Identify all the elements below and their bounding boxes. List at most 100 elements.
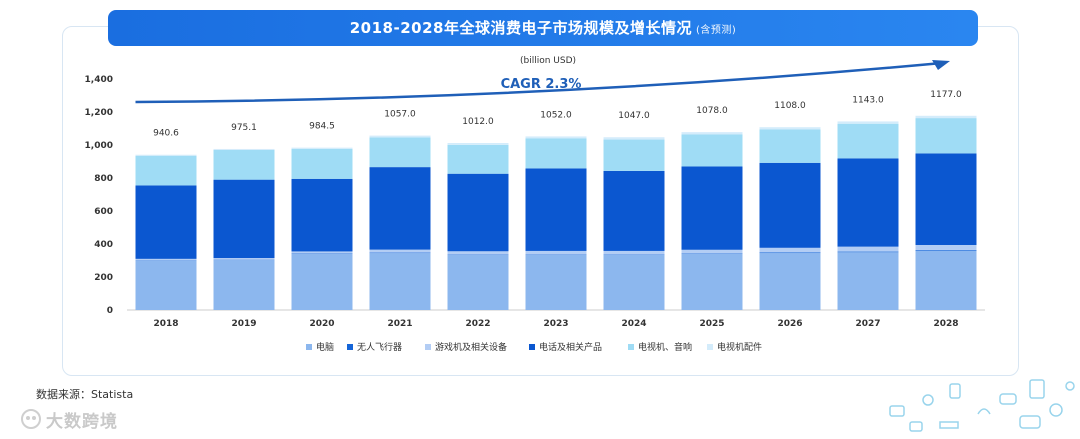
bar-segment <box>213 179 275 259</box>
bar-segment <box>213 260 275 310</box>
watermark-text: 大数跨境 <box>46 411 118 432</box>
bar-total-label: 1057.0 <box>384 110 416 120</box>
bar-segment <box>681 166 743 250</box>
cagr-trend-line <box>135 61 943 104</box>
y-tick-label: 1,400 <box>85 75 113 85</box>
bar-total-label: 1052.0 <box>540 110 572 120</box>
chart-title: 2018-2028年全球消费电子市场规模及增长情况 <box>349 19 692 37</box>
watch-icon <box>909 421 923 432</box>
bar-segment <box>447 251 509 255</box>
bar-segment <box>369 135 431 138</box>
x-tick-label: 2025 <box>699 319 724 329</box>
bar-segment <box>759 252 821 254</box>
x-tick-label: 2027 <box>855 319 880 329</box>
decorative-device-icons <box>889 379 1075 432</box>
bar-segment <box>837 158 899 247</box>
bar-segment <box>915 153 977 245</box>
x-tick-label: 2020 <box>309 319 334 329</box>
watermark-logo-icon <box>21 409 41 429</box>
y-tick-label: 1,200 <box>85 108 113 118</box>
bar-segment <box>915 118 977 154</box>
bar-segment <box>525 250 587 255</box>
bar-segment <box>525 168 587 251</box>
legend-swatch <box>707 344 713 350</box>
bar-segment <box>525 254 587 310</box>
bar-segment <box>759 162 821 248</box>
bar-segment <box>681 132 743 135</box>
legend-label: 游戏机及相关设备 <box>435 341 507 353</box>
legend-swatch <box>306 344 312 350</box>
bar-segment <box>681 253 743 310</box>
bar-total-label: 1078.0 <box>696 106 728 116</box>
bar-total-label: 1108.0 <box>774 101 806 111</box>
bar-segment <box>603 139 665 171</box>
bar-segment <box>759 253 821 310</box>
bar-total-label: 975.1 <box>231 123 257 133</box>
disc-icon <box>922 394 934 406</box>
legend-label: 电话及相关产品 <box>539 341 602 353</box>
bar-total-label: 984.5 <box>309 122 335 132</box>
bar-segment <box>603 250 665 255</box>
unit-label: (billion USD) <box>520 56 576 66</box>
x-tick-label: 2028 <box>933 319 958 329</box>
legend-swatch <box>628 344 634 350</box>
legend-label: 电视机、音响 <box>638 341 692 353</box>
bar-segment <box>135 260 197 310</box>
bar-total-label: 1177.0 <box>930 90 962 100</box>
phone-icon <box>949 383 961 399</box>
legend-swatch <box>347 344 353 350</box>
y-tick-label: 200 <box>94 273 113 283</box>
x-tick-label: 2026 <box>777 319 802 329</box>
bar-segment <box>291 148 353 179</box>
legend-swatch <box>425 344 431 350</box>
chart-title-note: (含预测) <box>695 25 737 36</box>
y-tick-label: 800 <box>94 174 113 184</box>
legend-swatch <box>529 344 535 350</box>
bar-segment <box>447 144 509 174</box>
bar-total-label: 940.6 <box>153 129 179 139</box>
bar-segment <box>135 258 197 261</box>
bar-segment <box>135 154 197 156</box>
gamepad-icon <box>999 393 1017 405</box>
vr-icon <box>1019 415 1041 429</box>
bar-segment <box>291 147 353 149</box>
bar-segment <box>837 251 899 253</box>
bar-segment <box>447 173 509 252</box>
bar-segment <box>681 249 743 254</box>
y-tick-label: 0 <box>107 306 113 316</box>
tv-icon <box>889 405 905 417</box>
dot-icon <box>1065 381 1075 391</box>
bar-segment <box>525 136 587 139</box>
headphone-icon <box>977 408 991 415</box>
bar-segment <box>369 167 431 250</box>
legend-label: 电脑 <box>316 341 334 353</box>
x-tick-label: 2022 <box>465 319 490 329</box>
y-tick-label: 600 <box>94 207 113 217</box>
bar-total-label: 1012.0 <box>462 117 494 127</box>
bar-segment <box>369 137 431 168</box>
bar-segment <box>915 244 977 250</box>
bar-segment <box>291 178 353 252</box>
cagr-arrowhead <box>932 60 950 70</box>
y-tick-label: 1,000 <box>85 141 113 151</box>
bar-segment <box>681 134 743 167</box>
bar-segment <box>213 148 275 150</box>
bar-segment <box>915 115 977 119</box>
bar-segment <box>603 170 665 251</box>
bar-segment <box>291 253 353 310</box>
bar-segment <box>213 149 275 180</box>
x-tick-label: 2023 <box>543 319 568 329</box>
bar-segment <box>447 254 509 310</box>
bar-segment <box>369 253 431 310</box>
camera-icon <box>1049 403 1063 417</box>
bar-segment <box>759 247 821 253</box>
bar-segment <box>837 123 899 159</box>
cagr-annotation: CAGR 2.3% <box>501 77 582 92</box>
bar-segment <box>837 121 899 124</box>
bar-segment <box>759 129 821 163</box>
bar-segment <box>525 138 587 169</box>
bar-segment <box>603 254 665 310</box>
watermark: 大数跨境 <box>20 406 118 432</box>
bar-segment <box>213 258 275 260</box>
bar-segment <box>603 137 665 140</box>
